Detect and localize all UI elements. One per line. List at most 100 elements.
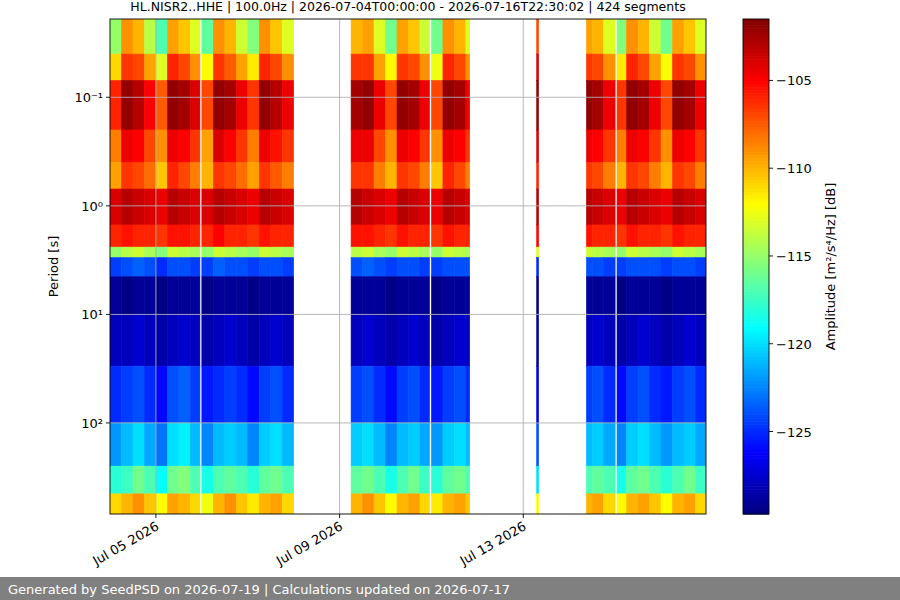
psd-cell (431, 189, 442, 225)
psd-cell (213, 54, 224, 80)
y-tick (106, 314, 110, 315)
psd-cell (374, 466, 385, 494)
psd-cell (202, 80, 213, 129)
psd-cell (386, 277, 397, 315)
grid-line-y (110, 314, 706, 315)
psd-cell (466, 189, 470, 225)
psd-cell (374, 80, 385, 129)
psd-cell (408, 247, 419, 258)
psd-cell (248, 366, 259, 423)
psd-cell (443, 54, 454, 80)
psd-cell (661, 130, 672, 163)
psd-cell (397, 258, 408, 277)
psd-cell (351, 494, 362, 514)
psd-cell (661, 247, 672, 258)
psd-cell (133, 19, 144, 54)
psd-cell (156, 258, 167, 277)
psd-cell (236, 366, 247, 423)
psd-cell (248, 163, 259, 189)
psd-cell (627, 80, 638, 129)
psd-cell (156, 19, 167, 54)
psd-cell (133, 277, 144, 315)
psd-cell (431, 225, 442, 247)
psd-cell (592, 314, 603, 366)
psd-cell (179, 494, 190, 514)
psd-cell (604, 366, 615, 423)
psd-cell (386, 247, 397, 258)
psd-cell (121, 258, 132, 277)
psd-cell (684, 80, 695, 129)
psd-cell (443, 247, 454, 258)
psd-cell (236, 423, 247, 466)
psd-cell (351, 163, 362, 189)
psd-cell (454, 225, 465, 247)
psd-cell (627, 314, 638, 366)
psd-cell (259, 277, 270, 315)
psd-cell (638, 277, 649, 315)
psd-cell (673, 80, 684, 129)
psd-cell (408, 163, 419, 189)
psd-cell (363, 163, 374, 189)
psd-cell (133, 163, 144, 189)
psd-cell (386, 366, 397, 423)
psd-cell (592, 130, 603, 163)
psd-cell (397, 80, 408, 129)
psd-cell (144, 163, 155, 189)
psd-cell (213, 423, 224, 466)
psd-cell (121, 54, 132, 80)
psd-cell (397, 247, 408, 258)
psd-cell (167, 466, 178, 494)
psd-cell (179, 130, 190, 163)
psd-cell (282, 423, 293, 466)
psd-cell (431, 80, 442, 129)
psd-cell (259, 494, 270, 514)
psd-cell (179, 366, 190, 423)
psd-cell (617, 130, 627, 163)
psd-cell (408, 277, 419, 315)
psd-cell (202, 423, 213, 466)
psd-cell (271, 19, 282, 54)
psd-cell (225, 423, 236, 466)
psd-cell (627, 225, 638, 247)
psd-cell (638, 130, 649, 163)
psd-cell (121, 494, 132, 514)
psd-cell (144, 80, 155, 129)
colorbar-tick-label: −105 (776, 73, 812, 88)
psd-cell (627, 54, 638, 80)
psd-cell (638, 494, 649, 514)
psd-cell (236, 466, 247, 494)
psd-cell (363, 258, 374, 277)
psd-cell (363, 80, 374, 129)
psd-cell (627, 466, 638, 494)
psd-cell (225, 163, 236, 189)
psd-cell (190, 163, 200, 189)
psd-cell (282, 54, 293, 80)
psd-cell (225, 225, 236, 247)
psd-cell (121, 466, 132, 494)
psd-cell (202, 366, 213, 423)
grid-line-x (339, 19, 340, 514)
psd-cell (363, 19, 374, 54)
psd-cell (454, 314, 465, 366)
psd-cell (144, 54, 155, 80)
psd-cell (110, 225, 121, 247)
psd-cell (586, 54, 592, 80)
psd-cell (167, 19, 178, 54)
psd-cell (454, 130, 465, 163)
psd-cell (156, 494, 167, 514)
plot-frame (110, 19, 706, 514)
psd-cell (351, 80, 362, 129)
psd-cell (156, 277, 167, 315)
psd-cell (259, 466, 270, 494)
psd-cell (374, 423, 385, 466)
psd-cell (684, 466, 695, 494)
psd-cell (282, 80, 293, 129)
psd-cell (167, 494, 178, 514)
psd-cell (271, 366, 282, 423)
psd-cell (144, 466, 155, 494)
colorbar-frame (743, 19, 769, 514)
psd-cell (121, 225, 132, 247)
psd-cell (638, 366, 649, 423)
psd-cell (363, 130, 374, 163)
psd-cell (537, 466, 539, 494)
